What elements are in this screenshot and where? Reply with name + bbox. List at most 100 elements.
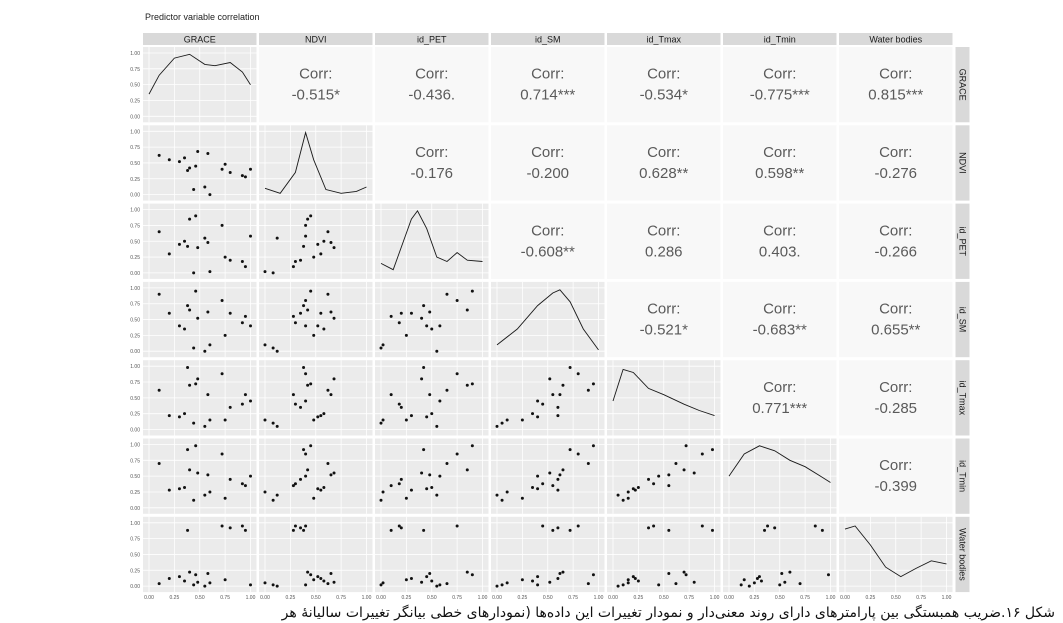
x-tick-label: 1.00 [246,595,256,601]
scatter-point [322,327,326,331]
scatter-point [561,468,565,472]
scatter-point [742,578,746,582]
scatter-point [700,452,704,456]
scatter-point [657,474,661,478]
scatter-point [710,448,714,452]
scatter-point [188,166,192,170]
scatter-point [319,414,323,418]
row-header-6: Water bodies [958,528,968,581]
scatter-point [379,583,383,587]
scatter-point [684,573,688,577]
scatter-point [766,524,770,528]
scatter-point [586,388,590,392]
scatter-point [551,528,555,532]
scatter-point [329,393,333,397]
scatter-point [208,581,212,585]
scatter-point [196,580,200,584]
scatter-point [399,477,403,481]
scatter-point [667,528,671,532]
scatter-point [692,471,696,475]
y-tick-label: 0.50 [130,83,140,89]
scatter-point [223,255,227,259]
scatter-point [430,327,434,331]
scatter-point [326,582,330,586]
scatter-point [397,402,401,406]
scatter-point [752,581,756,585]
scatter-point [306,308,310,312]
y-tick-label: 1.00 [130,443,140,449]
corr-label: Corr: [299,66,332,83]
y-tick-label: 0.75 [130,380,140,386]
scatter-point [271,583,275,587]
y-tick-label: 0.25 [130,333,140,339]
scatter-point [304,524,308,528]
scatter-point [568,365,572,369]
scatter-point [186,528,190,532]
scatter-point [192,421,196,425]
scatter-point [223,162,227,166]
scatter-point [243,393,247,397]
scatter-point [332,471,336,475]
column-header-2: id_PET [417,35,447,45]
column-header-0: GRACE [184,35,216,45]
scatter-point [404,496,408,500]
scatter-point [299,311,303,315]
scatter-point [312,578,316,582]
scatter-point [306,217,310,221]
scatter-point [332,246,336,250]
corr-cell [839,360,953,436]
scatter-point [470,573,474,577]
scatter-point [275,584,279,588]
scatter-point [428,473,432,477]
scatter-point [299,526,303,530]
scatter-point [306,383,310,387]
scatter-point [548,471,552,475]
scatter-point [422,448,426,452]
scatter-point [275,349,279,353]
column-strip [375,33,489,45]
scatter-point [495,493,499,497]
scatter-point [196,377,200,381]
scatter-point [465,383,469,387]
y-tick-label: 1.00 [130,208,140,214]
x-tick-label: 0.00 [608,595,618,601]
scatter-point [157,388,161,392]
scatter-point [319,252,323,256]
x-tick-label: 0.25 [750,595,760,601]
scatter-point [558,393,562,397]
scatter-point [399,526,403,530]
corr-value: 0.598** [755,165,804,182]
x-tick-label: 0.50 [775,595,785,601]
scatter-point [470,289,474,293]
scatter-point [548,377,552,381]
x-tick-label: 0.50 [891,595,901,601]
scatter-point [626,490,630,494]
corr-value: -0.276 [874,165,917,182]
scatter-point [183,486,187,490]
scatter-point [194,382,198,386]
density-curve [148,53,251,95]
scatter-point [263,581,267,585]
row-header-0: GRACE [958,69,968,101]
scatter-point [430,579,434,583]
scatter-point [186,365,190,369]
scatter-point [773,526,777,530]
x-tick-label: 1.00 [826,595,836,601]
scatter-point [203,185,207,189]
scatter-point [192,346,196,350]
scatter-point [228,405,232,409]
scatter-point [316,242,320,246]
scatter-point [500,421,504,425]
scatter-point [306,570,310,574]
scatter-point [652,482,656,486]
row-strip [955,438,970,514]
y-tick-label: 0.00 [130,584,140,590]
scatter-point [435,424,439,428]
scatter-point [500,583,504,587]
corr-cell [607,281,721,358]
corr-cell [839,125,953,201]
density-curve [264,130,367,194]
corr-cell [491,125,605,201]
x-tick-label: 0.00 [260,595,270,601]
